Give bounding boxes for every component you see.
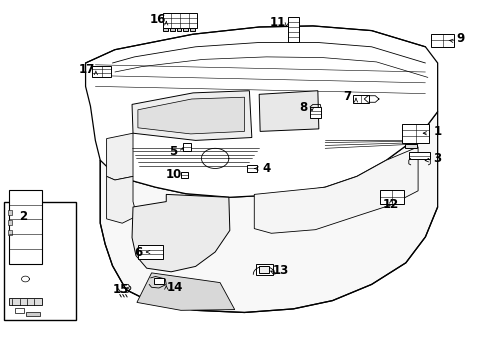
Polygon shape xyxy=(254,147,417,233)
Bar xyxy=(9,190,42,264)
Bar xyxy=(163,13,197,28)
Bar xyxy=(153,278,164,284)
Polygon shape xyxy=(106,133,133,180)
Bar xyxy=(8,210,12,215)
Bar xyxy=(287,17,298,42)
Polygon shape xyxy=(137,273,234,310)
Bar xyxy=(183,143,190,151)
Bar xyxy=(163,28,167,31)
Bar xyxy=(169,28,174,31)
Polygon shape xyxy=(85,26,437,197)
Polygon shape xyxy=(132,194,229,272)
Text: 2: 2 xyxy=(20,210,27,222)
Text: 3: 3 xyxy=(433,152,441,165)
Bar xyxy=(380,190,403,204)
Text: 8: 8 xyxy=(299,101,306,114)
Bar xyxy=(401,124,428,143)
Bar xyxy=(430,34,453,46)
Bar xyxy=(258,266,269,273)
Bar xyxy=(9,298,42,305)
Text: 9: 9 xyxy=(456,32,464,45)
Bar xyxy=(190,28,195,31)
Polygon shape xyxy=(138,97,244,134)
Text: 1: 1 xyxy=(433,125,441,138)
Text: 16: 16 xyxy=(149,13,165,26)
Polygon shape xyxy=(259,91,318,131)
Text: 6: 6 xyxy=(134,246,142,258)
Bar xyxy=(92,66,111,77)
Bar xyxy=(181,172,188,178)
Text: 10: 10 xyxy=(165,168,182,181)
Bar xyxy=(26,312,40,316)
Bar xyxy=(408,152,429,159)
Bar xyxy=(352,95,368,103)
Polygon shape xyxy=(106,176,137,223)
Text: 15: 15 xyxy=(113,283,129,296)
Bar xyxy=(404,144,416,148)
Text: 13: 13 xyxy=(272,264,289,276)
Text: 11: 11 xyxy=(269,16,285,29)
Text: 17: 17 xyxy=(79,63,95,76)
Text: 7: 7 xyxy=(343,90,350,103)
Text: 4: 4 xyxy=(262,162,270,175)
Bar xyxy=(246,165,256,172)
Bar xyxy=(15,307,24,313)
Bar xyxy=(255,264,272,275)
Text: 14: 14 xyxy=(166,281,183,294)
Bar xyxy=(8,220,12,225)
Text: 12: 12 xyxy=(382,198,399,211)
Text: 5: 5 xyxy=(169,145,177,158)
Bar xyxy=(8,230,12,235)
Polygon shape xyxy=(100,112,437,312)
Bar xyxy=(176,28,181,31)
Bar xyxy=(309,107,320,118)
Bar xyxy=(183,28,188,31)
Bar xyxy=(138,245,163,259)
Polygon shape xyxy=(132,91,251,140)
Bar xyxy=(4,202,76,320)
